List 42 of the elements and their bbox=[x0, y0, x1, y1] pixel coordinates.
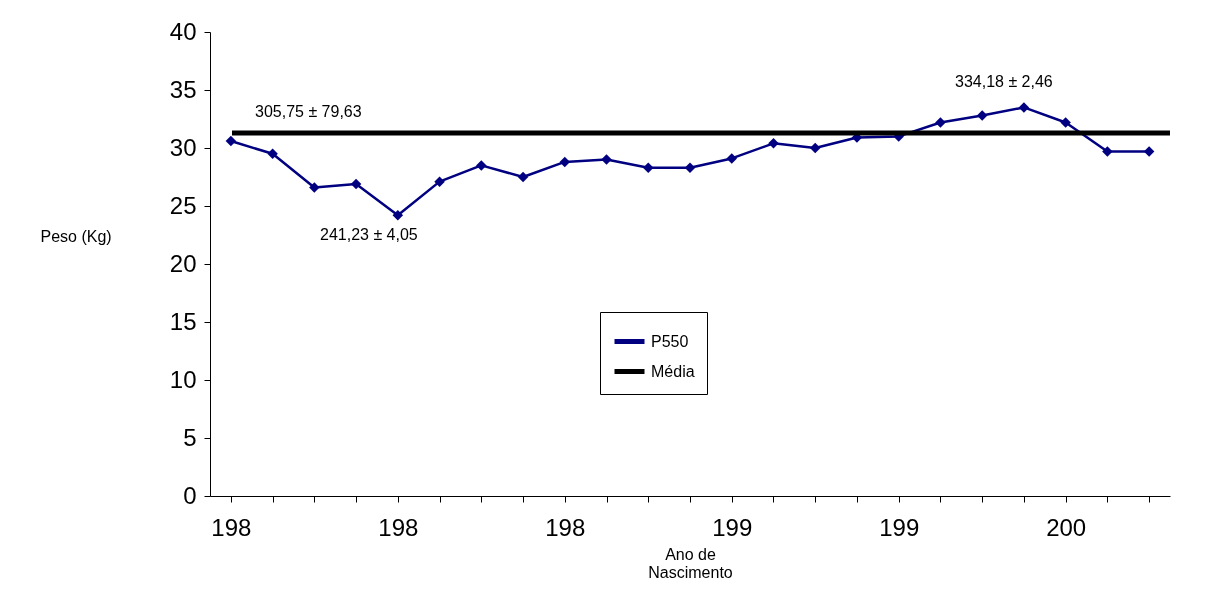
point bbox=[1102, 146, 1113, 157]
y-tick-label: 20 bbox=[169, 249, 197, 277]
annotation: 241,23 ± 4,05 bbox=[320, 226, 418, 243]
point bbox=[392, 210, 404, 221]
x-tick-label: 198 bbox=[545, 513, 586, 541]
point bbox=[601, 154, 612, 165]
x-tick-label: 199 bbox=[712, 513, 753, 541]
point bbox=[476, 160, 487, 171]
point bbox=[350, 178, 362, 190]
x-axis-title: Ano de Nascimento bbox=[648, 545, 733, 581]
point bbox=[1143, 146, 1155, 157]
y-tick-label: 5 bbox=[183, 423, 197, 451]
point bbox=[643, 162, 654, 173]
y-tick-label: 25 bbox=[169, 191, 197, 219]
point bbox=[309, 182, 320, 193]
point bbox=[267, 148, 278, 160]
point bbox=[434, 176, 445, 187]
annotation: 334,18 ± 2,46 bbox=[955, 73, 1053, 90]
point bbox=[225, 135, 237, 147]
point bbox=[935, 117, 946, 128]
point bbox=[1018, 102, 1030, 113]
x-tick-label: 198 bbox=[378, 513, 419, 541]
legend-label: Média bbox=[651, 362, 695, 380]
legend-label: P550 bbox=[651, 332, 689, 350]
point bbox=[768, 138, 779, 149]
y-tick-label: 40 bbox=[169, 17, 197, 45]
y-tick-label: 35 bbox=[169, 75, 197, 103]
point bbox=[809, 142, 821, 154]
point bbox=[1060, 117, 1071, 128]
point bbox=[517, 171, 529, 183]
annotation: 305,75 ± 79,63 bbox=[255, 103, 362, 120]
point bbox=[976, 110, 988, 121]
x-tick-label: 198 bbox=[211, 513, 252, 541]
y-tick-label: 0 bbox=[183, 481, 197, 509]
x-tick-label: 200 bbox=[1046, 513, 1087, 541]
point bbox=[726, 153, 737, 164]
y-tick-label: 10 bbox=[169, 365, 197, 393]
y-tick-label: 15 bbox=[169, 307, 197, 335]
point bbox=[684, 162, 696, 173]
x-tick-label: 199 bbox=[879, 513, 920, 541]
y-tick-label: 30 bbox=[169, 133, 197, 161]
y-axis-title: Peso (Kg) bbox=[40, 227, 112, 245]
